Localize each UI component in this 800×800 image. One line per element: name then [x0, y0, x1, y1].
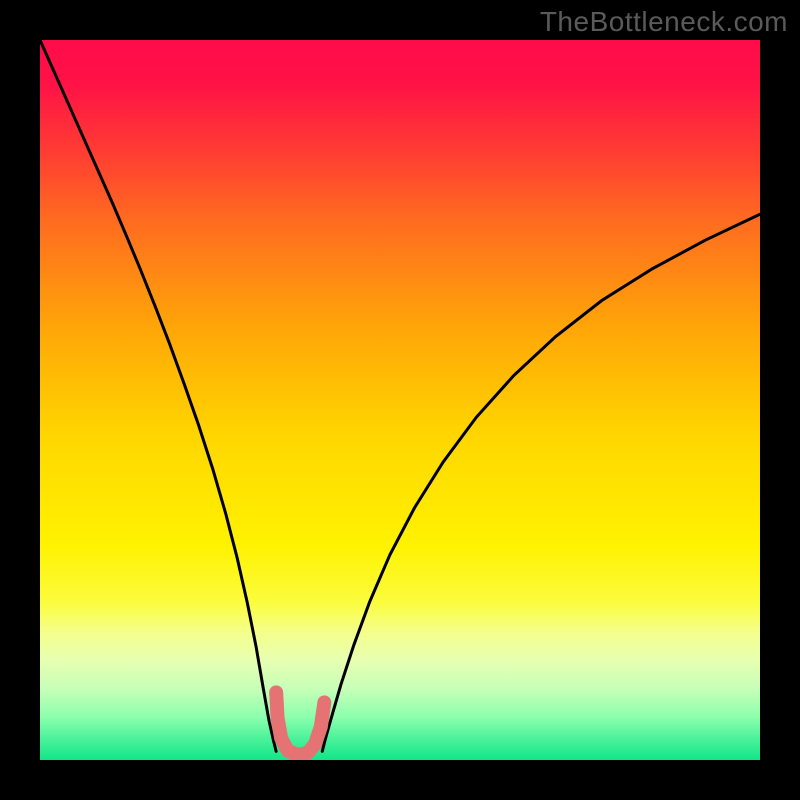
- chart-frame: TheBottleneck.com: [0, 0, 800, 800]
- watermark-text: TheBottleneck.com: [540, 6, 788, 38]
- gradient-background: [40, 40, 760, 760]
- bottleneck-chart: [40, 40, 760, 760]
